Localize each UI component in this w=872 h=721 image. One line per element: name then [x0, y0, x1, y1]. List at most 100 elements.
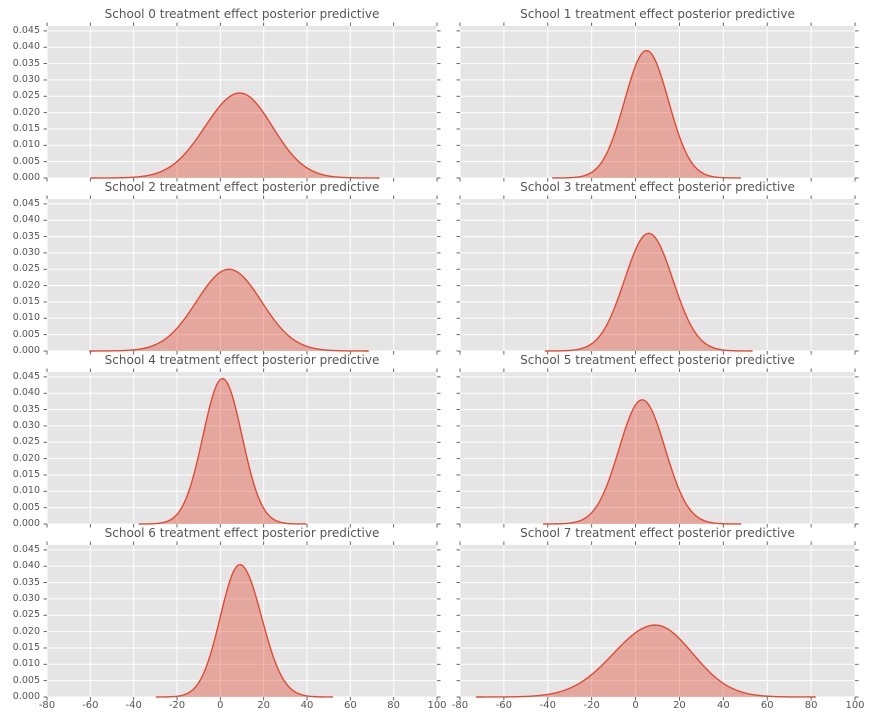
x-tick-label: -60 — [495, 700, 513, 711]
subplot-title: School 7 treatment effect posterior pred… — [520, 526, 795, 540]
kde-fill — [89, 269, 369, 351]
y-tick-label: 0.015 — [12, 295, 40, 307]
subplot-school-2: School 2 treatment effect posterior pred… — [0, 178, 441, 356]
tick-marks — [43, 22, 441, 182]
y-tick-label: 0.005 — [12, 501, 40, 513]
x-axis-labels: -80 -60 -40 -20 0 20 40 60 80 100 — [452, 697, 865, 713]
y-tick-label: 0.000 — [12, 518, 40, 529]
plot-background — [460, 199, 855, 351]
y-tick-label: 0.010 — [12, 139, 40, 151]
x-tick-label: 100 — [845, 700, 865, 711]
y-tick-label: 0.010 — [12, 312, 40, 324]
y-tick-label: 0.020 — [12, 452, 40, 464]
y-tick-label: 0.015 — [12, 122, 40, 134]
y-tick-label: 0.030 — [12, 73, 40, 85]
y-tick-label: 0.040 — [12, 214, 40, 226]
subplot-school-1: School 1 treatment effect posterior pred… — [437, 5, 872, 182]
x-tick-label: 20 — [257, 700, 271, 711]
kde-line — [552, 49, 741, 179]
subplot-school-0: School 0 treatment effect posterior pred… — [0, 5, 441, 183]
plot-area — [43, 22, 441, 182]
plot-background — [460, 26, 855, 178]
x-tick-label: -20 — [583, 700, 600, 711]
tick-marks — [43, 541, 441, 701]
tick-marks — [43, 195, 441, 355]
subplot-school-7: School 7 treatment effect posterior pred… — [437, 524, 872, 713]
plot-area — [456, 22, 859, 182]
plot-area — [456, 541, 859, 701]
plot-area — [43, 541, 441, 701]
y-tick-label: 0.045 — [12, 370, 40, 382]
y-tick-label: 0.010 — [12, 658, 40, 670]
figure-row: School 4 treatment effect posterior pred… — [0, 351, 872, 529]
x-tick-label: 60 — [760, 700, 774, 711]
kde-fill — [543, 399, 742, 524]
subplot-title: School 0 treatment effect posterior pred… — [104, 7, 380, 21]
y-tick-label: 0.040 — [12, 41, 40, 53]
figure-row: School 6 treatment effect posterior pred… — [0, 524, 872, 713]
y-tick-label: 0.000 — [12, 172, 40, 183]
y-tick-label: 0.005 — [12, 155, 40, 167]
plot-area — [43, 195, 441, 355]
figure-row: School 2 treatment effect posterior pred… — [0, 178, 872, 356]
kde-line — [155, 563, 334, 698]
plot-background — [47, 26, 437, 178]
y-tick-label: 0.025 — [12, 90, 40, 102]
y-tick-label: 0.035 — [12, 230, 40, 242]
y-tick-label: 0.000 — [12, 345, 40, 356]
kde-fill — [155, 564, 333, 697]
y-tick-label: 0.005 — [12, 674, 40, 686]
y-tick-label: 0.005 — [12, 328, 40, 340]
kde-line — [138, 377, 307, 525]
y-tick-label: 0.035 — [12, 576, 40, 588]
kde-fill — [476, 625, 816, 697]
x-tick-label: 40 — [716, 700, 730, 711]
x-tick-label: -80 — [38, 700, 56, 711]
kde-fill — [90, 93, 380, 178]
y-tick-label: 0.015 — [12, 468, 40, 480]
kde-fill — [552, 50, 741, 178]
y-tick-label: 0.040 — [12, 387, 40, 399]
tick-marks — [456, 368, 859, 528]
kde-line — [544, 232, 753, 352]
subplot-title: School 3 treatment effect posterior pred… — [520, 180, 795, 194]
y-tick-label: 0.020 — [12, 625, 40, 637]
subplot-title: School 4 treatment effect posterior pred… — [104, 353, 380, 367]
subplot-title: School 1 treatment effect posterior pred… — [520, 7, 795, 21]
x-tick-label: -80 — [451, 700, 469, 711]
kde-line — [543, 399, 742, 525]
y-tick-label: 0.045 — [12, 543, 40, 555]
y-tick-label: 0.020 — [12, 106, 40, 118]
y-tick-label: 0.030 — [12, 246, 40, 258]
y-tick-label: 0.045 — [12, 24, 40, 36]
gridlines — [459, 545, 856, 698]
x-tick-label: 40 — [300, 700, 314, 711]
y-tick-label: 0.045 — [12, 197, 40, 209]
y-tick-label: 0.040 — [12, 560, 40, 572]
x-axis-labels: -80 -60 -40 -20 0 20 40 60 80 100 — [39, 697, 447, 713]
y-tick-label: 0.000 — [12, 691, 40, 702]
subplot-title: School 5 treatment effect posterior pred… — [520, 353, 795, 367]
plot-area — [456, 195, 859, 355]
plot-area — [456, 368, 859, 528]
plot-background — [460, 545, 855, 697]
gridlines — [459, 199, 856, 352]
gridlines — [46, 545, 438, 698]
gridlines — [46, 372, 438, 525]
y-tick-label: 0.015 — [12, 641, 40, 653]
tick-marks — [456, 541, 859, 701]
subplot-school-6: School 6 treatment effect posterior pred… — [0, 524, 447, 713]
subplot-school-4: School 4 treatment effect posterior pred… — [0, 351, 441, 529]
tick-marks — [43, 368, 441, 528]
x-tick-label: -20 — [168, 700, 186, 711]
y-tick-label: 0.030 — [12, 592, 40, 604]
kde-fill — [544, 233, 753, 351]
subplot-title: School 6 treatment effect posterior pred… — [104, 526, 380, 540]
y-tick-label: 0.035 — [12, 57, 40, 69]
y-tick-label: 0.030 — [12, 419, 40, 431]
plot-background — [47, 545, 437, 697]
x-tick-label: 100 — [427, 700, 447, 711]
plot-background — [460, 372, 855, 524]
gridlines — [459, 26, 856, 179]
